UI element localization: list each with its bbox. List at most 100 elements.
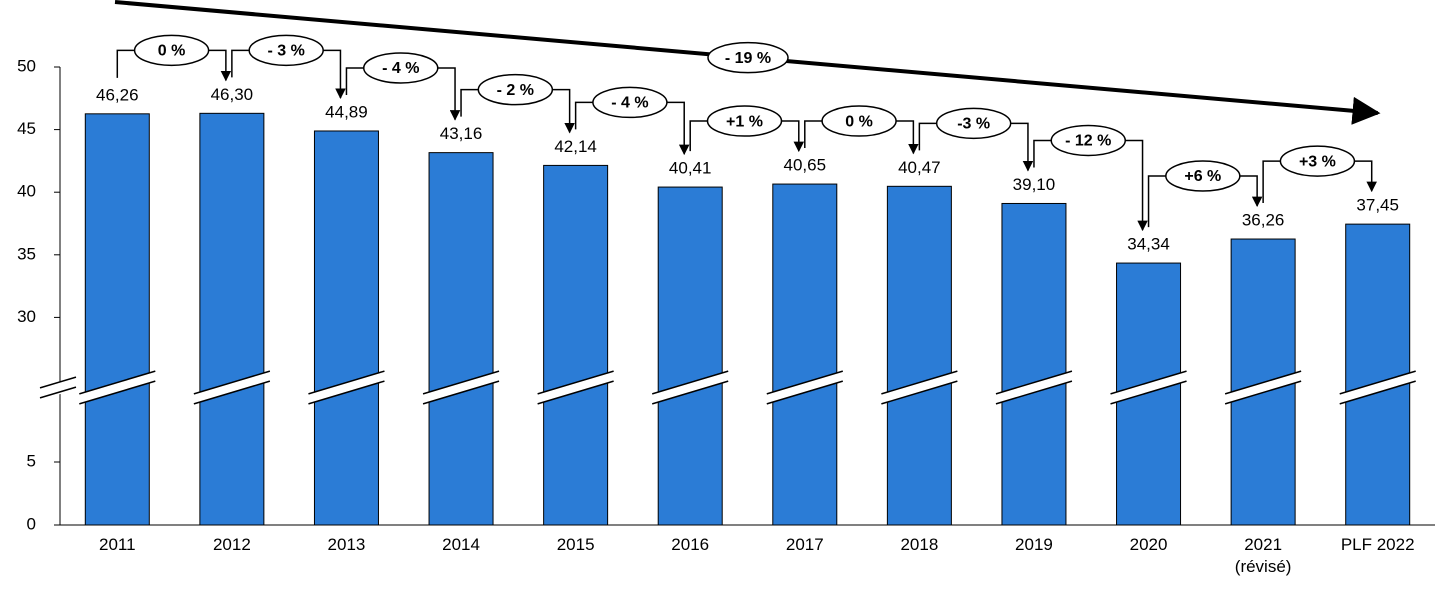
y-tick-label: 0 (27, 514, 36, 533)
bar-break-gap (652, 371, 729, 404)
change-label: +6 % (1184, 168, 1221, 185)
y-tick-label: 45 (17, 119, 36, 138)
bar (657, 186, 723, 526)
x-tick-label: PLF 2022 (1340, 535, 1415, 554)
bar (886, 185, 952, 526)
overall-badge (707, 41, 789, 74)
bar-break (422, 380, 500, 405)
bar-break (766, 370, 844, 395)
bar-break (193, 370, 271, 395)
bar-break (995, 380, 1073, 405)
y-tick-label: 50 (17, 56, 36, 75)
value-label: 40,65 (784, 156, 827, 175)
change-label: - 4 % (611, 95, 648, 112)
change-label: - 4 % (382, 60, 419, 77)
x-tick-label: 2011 (99, 535, 136, 554)
bar-break (193, 380, 271, 405)
change-label: 0 % (158, 43, 186, 60)
change-label: - 12 % (1065, 133, 1111, 150)
bar-break (79, 370, 156, 395)
value-label: 46,26 (96, 85, 139, 104)
bar-break (651, 380, 729, 405)
value-label: 44,89 (325, 102, 368, 121)
bar (1345, 223, 1411, 526)
bar-break-gap (881, 371, 958, 404)
bar-break (1224, 370, 1302, 395)
bar-break (537, 370, 614, 395)
x-tick-label: 2013 (327, 535, 366, 554)
value-label: 36,26 (1242, 211, 1285, 230)
bar-break-gap (193, 371, 270, 404)
bar-break-gap (766, 371, 843, 404)
change-badge (935, 107, 1012, 140)
axis-break (39, 386, 77, 399)
bar-break (1110, 380, 1187, 405)
value-label: 42,14 (554, 137, 597, 156)
bar-break (1110, 370, 1187, 395)
y-tick-label: 35 (17, 244, 36, 263)
value-label: 34,34 (1127, 235, 1170, 254)
bar-break (308, 380, 385, 405)
change-badge (592, 86, 668, 119)
bar-break-gap (995, 371, 1072, 404)
change-badge (821, 105, 897, 137)
y-tick-label: 5 (27, 451, 36, 470)
value-label: 40,47 (898, 158, 941, 177)
axis-break-gap (40, 377, 76, 398)
bar-break (651, 370, 729, 395)
bar-break (766, 380, 844, 405)
x-tick-label: 2019 (1015, 535, 1053, 554)
value-label: 39,10 (1013, 175, 1056, 194)
x-tick-label: 2015 (556, 535, 595, 554)
value-label: 43,16 (440, 124, 483, 143)
change-badge (363, 52, 439, 84)
bar-break-gap (423, 371, 500, 404)
bar-break-gap (537, 371, 614, 404)
bar (1001, 202, 1067, 526)
x-tick-label: 2018 (900, 535, 939, 554)
bar-break-gap (1110, 371, 1187, 404)
bar (772, 183, 838, 526)
bar (84, 113, 150, 526)
change-badge (477, 73, 554, 106)
value-label: 40,41 (669, 159, 712, 178)
bar-break (1339, 380, 1416, 405)
bar-break (422, 370, 500, 395)
change-label: - 3 % (267, 43, 304, 60)
change-label: +3 % (1299, 153, 1336, 170)
bar-break (881, 380, 958, 405)
change-label: -3 % (957, 116, 990, 133)
change-badge (1050, 124, 1126, 157)
bar-break (79, 380, 156, 405)
x-tick-label: 2020 (1129, 535, 1168, 554)
bar-break-gap (308, 371, 385, 404)
y-tick-label: 40 (17, 182, 36, 201)
change-badge (1279, 145, 1356, 177)
bar-break (1224, 380, 1302, 405)
overall-label: - 19 % (725, 50, 771, 67)
bar-break (308, 370, 385, 395)
x-tick-label: 2012 (212, 535, 251, 554)
change-badge (706, 105, 783, 137)
bar-break (1339, 370, 1416, 395)
bar (313, 130, 379, 526)
bar-break-gap (1339, 371, 1416, 404)
bar (543, 164, 609, 526)
bar-break (537, 380, 614, 405)
change-label: 0 % (845, 113, 873, 130)
value-label: 46,30 (211, 85, 254, 104)
bar-break (995, 370, 1073, 395)
bar (199, 112, 265, 526)
change-label: - 2 % (497, 82, 534, 99)
change-badge (248, 34, 324, 67)
x-tick-label: 2014 (442, 535, 480, 554)
bar (428, 152, 494, 526)
bar-break-gap (79, 371, 156, 404)
change-badge (1165, 160, 1241, 192)
bar-break (881, 370, 958, 395)
bar-break-gap (1225, 371, 1302, 404)
y-tick-label: 30 (17, 307, 36, 326)
x-tick-label: 2021 (révisé) (1234, 535, 1292, 576)
